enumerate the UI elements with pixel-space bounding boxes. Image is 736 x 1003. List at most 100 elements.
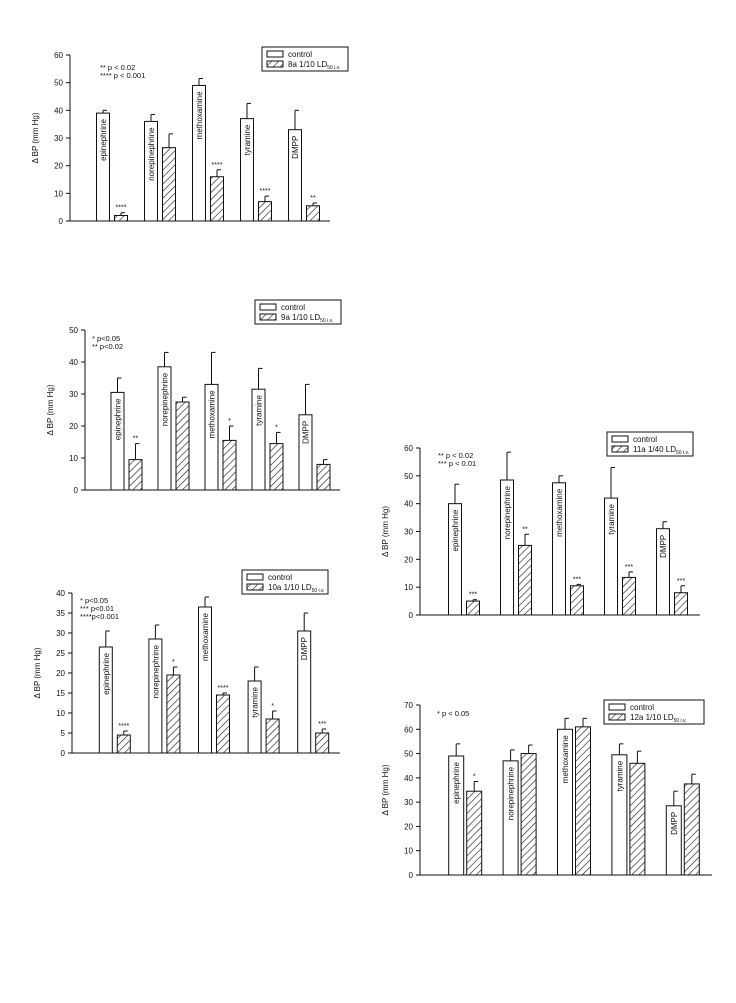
category-label: epinephrine <box>99 119 108 161</box>
y-tick-label: 70 <box>404 701 413 710</box>
pvalue-note: **** p < 0.001 <box>100 71 145 80</box>
bar-treated <box>175 401 190 491</box>
legend-subscript: 50 i.v. <box>320 318 333 324</box>
significance-marker: *** <box>573 576 581 583</box>
y-tick-label: 10 <box>56 709 65 718</box>
category-label: DMPP <box>291 136 300 159</box>
y-tick-label: 50 <box>404 472 413 481</box>
category-label: epinephrine <box>451 509 460 551</box>
category-label: methoxamine <box>208 390 217 439</box>
legend-label-control: control <box>630 703 654 712</box>
bar-treated <box>258 201 272 222</box>
legend-label-control: control <box>281 303 305 312</box>
bar-treated <box>315 732 330 754</box>
y-tick-label: 10 <box>69 454 78 463</box>
legend-subscript: 50 i.v. <box>674 718 687 724</box>
category-label: norepinephrine <box>503 485 512 539</box>
y-tick-label: 30 <box>404 528 413 537</box>
significance-marker: **** <box>260 188 271 195</box>
legend-swatch-treated <box>608 713 626 721</box>
significance-marker: ** <box>133 436 139 443</box>
category-label: DMPP <box>300 637 309 660</box>
y-tick-label: 50 <box>54 79 63 88</box>
y-tick-label: 35 <box>56 609 65 618</box>
legend-swatch-treated <box>611 445 629 453</box>
category-label: methoxamine <box>195 91 204 140</box>
y-tick-label: 0 <box>74 486 79 495</box>
significance-marker: **** <box>212 162 223 169</box>
y-axis-label: Δ BP (mm Hg) <box>46 384 55 435</box>
legend-swatch-treated <box>246 583 264 591</box>
pvalue-note: * p<0.05 <box>92 334 120 343</box>
y-tick-label: 20 <box>69 422 78 431</box>
legend-label-treated: 11a 1/40 LD50 i.v. <box>633 445 689 456</box>
bar-treated <box>316 463 331 491</box>
bar-treated <box>518 544 532 616</box>
legend-subscript: 50 i.v. <box>676 450 689 456</box>
legend-label-control: control <box>633 435 657 444</box>
legend-label-treated: 9a 1/10 LD50 i.v. <box>281 313 333 324</box>
y-tick-label: 0 <box>59 217 64 226</box>
y-tick-label: 40 <box>404 774 413 783</box>
category-label: epinephrine <box>452 761 461 803</box>
bar-treated <box>265 718 280 754</box>
significance-marker: *** <box>625 564 633 571</box>
category-label: tyramine <box>615 760 624 791</box>
y-tick-label: 25 <box>56 649 65 658</box>
bar-treated <box>622 576 636 616</box>
category-label: norepinephrine <box>151 644 160 698</box>
category-label: methoxamine <box>201 612 210 661</box>
y-tick-label: 20 <box>404 555 413 564</box>
legend-swatch-control <box>246 573 264 581</box>
y-axis-label: Δ BP (mm Hg) <box>381 764 390 815</box>
legend-swatch-treated <box>259 313 277 321</box>
pvalue-note: ** p<0.02 <box>92 342 123 351</box>
significance-marker: * <box>275 424 278 431</box>
y-tick-label: 60 <box>404 444 413 453</box>
bar-treated <box>466 600 480 616</box>
legend-subscript: 50 i.v. <box>312 588 325 594</box>
significance-marker: ** <box>310 195 316 202</box>
category-label: tyramine <box>607 504 616 535</box>
chart-10a: 0 5 10 15 20 25 30 35 40 Δ BP (mm Hg) epinephrine *… <box>33 569 340 758</box>
chart-11a: 0 10 20 30 40 50 60 Δ BP (mm Hg) epinephrine *** n… <box>381 431 700 620</box>
y-tick-label: 60 <box>404 725 413 734</box>
category-label: DMPP <box>302 421 311 444</box>
y-tick-label: 10 <box>404 847 413 856</box>
y-tick-label: 60 <box>54 51 63 60</box>
legend-swatch-treated <box>266 60 284 68</box>
y-tick-label: 30 <box>54 134 63 143</box>
significance-marker: * <box>271 703 274 710</box>
bar-treated <box>674 592 688 616</box>
category-label: norepinephrine <box>161 372 170 426</box>
significance-marker: ** <box>522 526 528 533</box>
bar-treated <box>114 214 128 222</box>
pvalue-note: ****p<0.001 <box>80 612 119 621</box>
pvalue-note: * p<0.05 <box>80 596 108 605</box>
bar-treated <box>520 753 537 876</box>
category-label: tyramine <box>251 686 260 717</box>
bar-treated <box>306 205 320 222</box>
y-tick-label: 15 <box>56 689 65 698</box>
significance-marker: * <box>228 418 231 425</box>
y-tick-label: 0 <box>61 749 66 758</box>
significance-marker: *** <box>677 578 685 585</box>
legend-swatch-control <box>266 50 284 58</box>
bar-treated <box>629 762 646 876</box>
significance-marker: *** <box>469 592 477 599</box>
significance-marker: *** <box>318 721 326 728</box>
legend-label-treated: 8a 1/10 LD50 i.v. <box>288 60 340 71</box>
pvalue-note: * p < 0.05 <box>437 709 469 718</box>
y-tick-label: 40 <box>404 500 413 509</box>
category-label: norepinephrine <box>507 766 516 820</box>
legend-label-control: control <box>288 50 312 59</box>
y-tick-label: 5 <box>61 729 66 738</box>
significance-marker: **** <box>218 685 229 692</box>
significance-marker: **** <box>116 205 127 212</box>
